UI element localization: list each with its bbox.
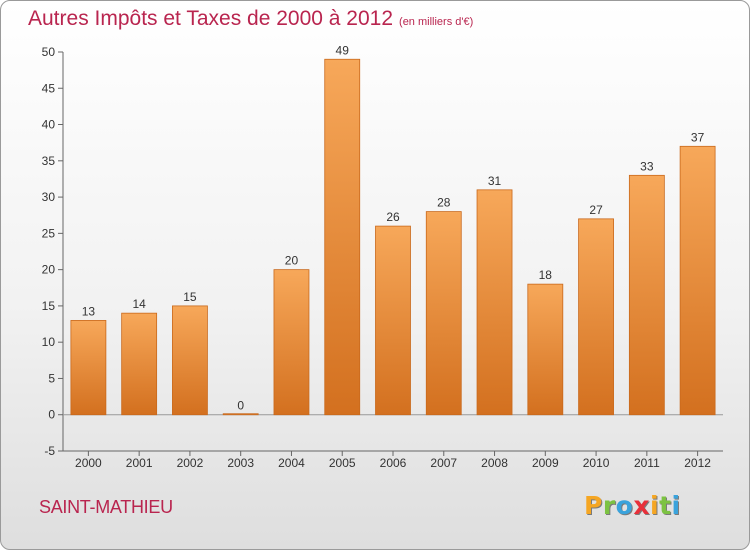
x-tick-label: 2006 [380,456,407,470]
y-tick-label: -5 [44,444,55,458]
y-tick-label: 20 [42,263,56,277]
x-tick-label: 2002 [177,456,204,470]
y-tick-label: 45 [42,81,56,95]
proxiti-logo: Proxiti [584,491,681,520]
x-tick-label: 2003 [227,456,254,470]
x-tick-label: 2011 [634,456,660,470]
bar [121,312,158,416]
bar-value-label: 37 [691,130,705,144]
y-tick-label: 40 [42,118,56,132]
x-tick-label: 2004 [278,456,305,470]
bar-value-label: 31 [488,174,502,188]
bar-value-label: 26 [386,210,400,224]
y-tick-label: 15 [42,299,56,313]
x-tick-label: 2012 [684,456,711,470]
x-tick-label: 2000 [75,456,102,470]
bar-value-label: 0 [237,399,244,413]
logo-letter: i [671,491,681,520]
bar [476,189,513,416]
logo-letter: i [650,491,660,520]
bar-value-label: 20 [285,254,299,268]
logo-letter: o [615,491,634,520]
x-tick-label: 2008 [481,456,508,470]
bar [222,413,259,416]
bar-value-label: 13 [82,304,96,318]
logo-letter: r [602,491,616,520]
bar-value-label: 49 [336,43,350,57]
x-tick-label: 2005 [329,456,356,470]
x-tick-label: 2007 [430,456,457,470]
x-tick-label: 2009 [532,456,559,470]
bar-value-label: 18 [539,268,553,282]
y-tick-label: 5 [48,371,55,385]
y-tick-label: 0 [48,408,55,422]
chart-title-text: Autres Impôts et Taxes de 2000 à 2012 [28,7,394,30]
x-tick-label: 2001 [126,456,153,470]
logo-letter: x [633,491,650,520]
bar [70,320,107,416]
commune-name: SAINT-MATHIEU [39,497,173,517]
bar [679,145,716,416]
bar-value-label: 28 [437,196,451,210]
x-tick-label: 2010 [583,456,610,470]
bar [273,269,310,416]
bar [375,225,411,416]
bar-value-label: 33 [640,159,654,173]
bar [578,218,614,416]
y-tick-label: 30 [42,190,56,204]
bar [324,58,361,416]
logo-letter: t [659,491,672,520]
y-tick-label: 25 [42,226,56,240]
y-tick-label: 10 [42,335,56,349]
bar [527,283,564,416]
bar [425,211,462,416]
y-tick-label: 50 [42,45,56,59]
bar-value-label: 27 [589,203,603,217]
bar [628,174,665,416]
bar-value-label: 15 [183,290,197,304]
y-tick-label: 35 [42,154,56,168]
bar [172,305,208,416]
chart-title: Autres Impôts et Taxes de 2000 à 2012 (en… [28,7,473,31]
chart-subtitle: (en milliers d'€) [399,16,474,28]
bar-value-label: 14 [132,297,146,311]
logo-letter: P [584,491,603,520]
